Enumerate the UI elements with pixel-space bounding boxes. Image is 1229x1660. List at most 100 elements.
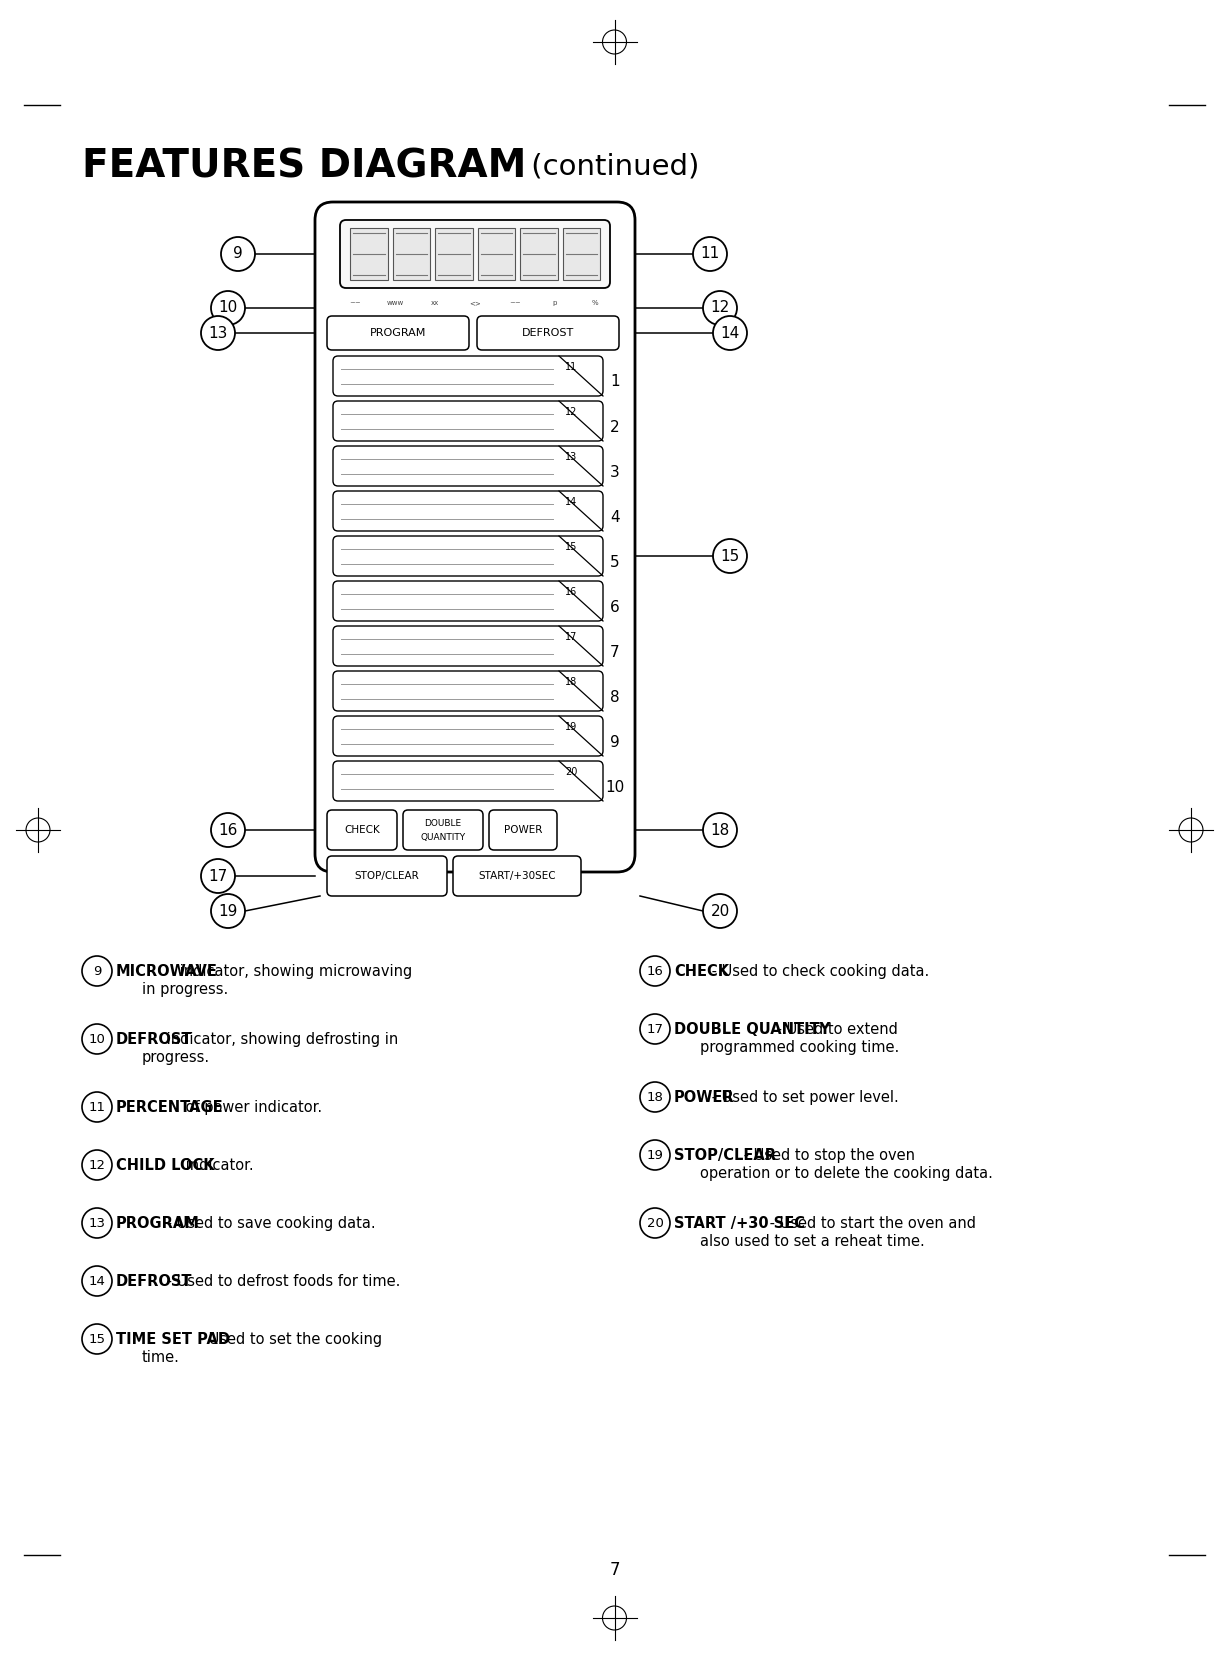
Text: 6: 6 bbox=[610, 599, 619, 614]
FancyBboxPatch shape bbox=[333, 355, 603, 397]
Text: 1: 1 bbox=[610, 375, 619, 390]
Circle shape bbox=[26, 818, 50, 842]
FancyBboxPatch shape bbox=[333, 536, 603, 576]
Text: 13: 13 bbox=[88, 1217, 106, 1230]
Text: 10: 10 bbox=[88, 1033, 106, 1046]
Text: TIME SET PAD: TIME SET PAD bbox=[116, 1331, 230, 1346]
FancyBboxPatch shape bbox=[520, 227, 558, 281]
FancyBboxPatch shape bbox=[340, 221, 610, 287]
Text: 19: 19 bbox=[219, 903, 237, 918]
Text: PROGRAM: PROGRAM bbox=[370, 329, 426, 339]
Circle shape bbox=[202, 315, 235, 350]
Text: 20: 20 bbox=[646, 1217, 664, 1230]
Text: time.: time. bbox=[143, 1350, 179, 1366]
Text: 7: 7 bbox=[610, 644, 619, 659]
Text: 2: 2 bbox=[610, 420, 619, 435]
Text: 16: 16 bbox=[565, 588, 578, 598]
Text: 12: 12 bbox=[565, 407, 578, 417]
Text: 17: 17 bbox=[646, 1023, 664, 1036]
Text: - Used to save cooking data.: - Used to save cooking data. bbox=[161, 1215, 375, 1230]
Text: of power indicator.: of power indicator. bbox=[181, 1099, 322, 1114]
FancyBboxPatch shape bbox=[333, 671, 603, 710]
Text: 15: 15 bbox=[565, 543, 578, 553]
Circle shape bbox=[82, 956, 112, 986]
Text: DOUBLE QUANTITY: DOUBLE QUANTITY bbox=[673, 1021, 831, 1036]
Text: 8: 8 bbox=[610, 689, 619, 704]
Text: 11: 11 bbox=[565, 362, 578, 372]
Text: 13: 13 bbox=[565, 452, 578, 461]
Text: indicator.: indicator. bbox=[181, 1157, 253, 1172]
Text: DOUBLE: DOUBLE bbox=[424, 818, 462, 827]
Text: operation or to delete the cooking data.: operation or to delete the cooking data. bbox=[701, 1167, 993, 1182]
Text: ~~: ~~ bbox=[509, 300, 521, 305]
FancyBboxPatch shape bbox=[327, 810, 397, 850]
Text: CHECK: CHECK bbox=[673, 963, 729, 978]
Circle shape bbox=[693, 237, 728, 271]
FancyBboxPatch shape bbox=[563, 227, 600, 281]
Text: 18: 18 bbox=[646, 1091, 664, 1104]
Text: 17: 17 bbox=[565, 632, 578, 642]
Text: 12: 12 bbox=[88, 1159, 106, 1172]
Circle shape bbox=[640, 1014, 670, 1044]
Text: 9: 9 bbox=[234, 246, 243, 262]
Text: 10: 10 bbox=[219, 300, 237, 315]
FancyBboxPatch shape bbox=[333, 626, 603, 666]
FancyBboxPatch shape bbox=[454, 857, 581, 896]
Circle shape bbox=[82, 1150, 112, 1180]
FancyBboxPatch shape bbox=[327, 857, 447, 896]
Text: also used to set a reheat time.: also used to set a reheat time. bbox=[701, 1235, 924, 1250]
Text: DEFROST: DEFROST bbox=[522, 329, 574, 339]
Text: 11: 11 bbox=[701, 246, 720, 262]
Text: 9: 9 bbox=[93, 964, 101, 978]
Circle shape bbox=[713, 315, 747, 350]
Text: DEFROST: DEFROST bbox=[116, 1031, 193, 1046]
Text: CHILD LOCK: CHILD LOCK bbox=[116, 1157, 215, 1172]
Circle shape bbox=[211, 895, 245, 928]
Text: 12: 12 bbox=[710, 300, 730, 315]
Text: - Used to extend: - Used to extend bbox=[772, 1021, 897, 1036]
FancyBboxPatch shape bbox=[315, 203, 635, 872]
Circle shape bbox=[211, 813, 245, 847]
Text: (continued): (continued) bbox=[522, 153, 699, 179]
Text: POWER: POWER bbox=[673, 1089, 735, 1104]
FancyBboxPatch shape bbox=[333, 447, 603, 486]
Text: CHECK: CHECK bbox=[344, 825, 380, 835]
Text: 17: 17 bbox=[209, 868, 227, 883]
Text: 19: 19 bbox=[646, 1149, 664, 1162]
Circle shape bbox=[640, 1082, 670, 1112]
Text: 16: 16 bbox=[646, 964, 664, 978]
FancyBboxPatch shape bbox=[333, 402, 603, 442]
Text: 14: 14 bbox=[88, 1275, 106, 1288]
Text: - Used to start the oven and: - Used to start the oven and bbox=[766, 1215, 976, 1230]
Circle shape bbox=[202, 858, 235, 893]
Text: 20: 20 bbox=[710, 903, 730, 918]
Text: PERCENTAGE: PERCENTAGE bbox=[116, 1099, 224, 1114]
Text: 10: 10 bbox=[606, 780, 624, 795]
Text: 18: 18 bbox=[565, 677, 578, 687]
Text: - Used to stop the oven: - Used to stop the oven bbox=[739, 1147, 916, 1162]
Text: indicator, showing microwaving: indicator, showing microwaving bbox=[175, 963, 412, 978]
Text: %: % bbox=[591, 300, 599, 305]
Text: 16: 16 bbox=[219, 822, 237, 838]
Text: QUANTITY: QUANTITY bbox=[420, 833, 466, 842]
FancyBboxPatch shape bbox=[333, 715, 603, 755]
Text: 11: 11 bbox=[88, 1101, 106, 1114]
FancyBboxPatch shape bbox=[477, 315, 619, 350]
Text: indicator, showing defrosting in: indicator, showing defrosting in bbox=[161, 1031, 398, 1046]
Text: - Used to set the cooking: - Used to set the cooking bbox=[194, 1331, 382, 1346]
Text: 5: 5 bbox=[610, 554, 619, 569]
Text: 18: 18 bbox=[710, 822, 730, 838]
Text: 9: 9 bbox=[610, 734, 619, 750]
FancyBboxPatch shape bbox=[435, 227, 472, 281]
Text: p: p bbox=[553, 300, 557, 305]
Text: <>: <> bbox=[469, 300, 481, 305]
Text: in progress.: in progress. bbox=[143, 983, 229, 998]
Text: - Used to set power level.: - Used to set power level. bbox=[707, 1089, 898, 1104]
Text: 14: 14 bbox=[720, 325, 740, 340]
Circle shape bbox=[82, 1208, 112, 1238]
Text: 7: 7 bbox=[610, 1560, 619, 1579]
Text: 19: 19 bbox=[565, 722, 578, 732]
FancyBboxPatch shape bbox=[350, 227, 387, 281]
Text: programmed cooking time.: programmed cooking time. bbox=[701, 1041, 900, 1056]
Circle shape bbox=[640, 956, 670, 986]
